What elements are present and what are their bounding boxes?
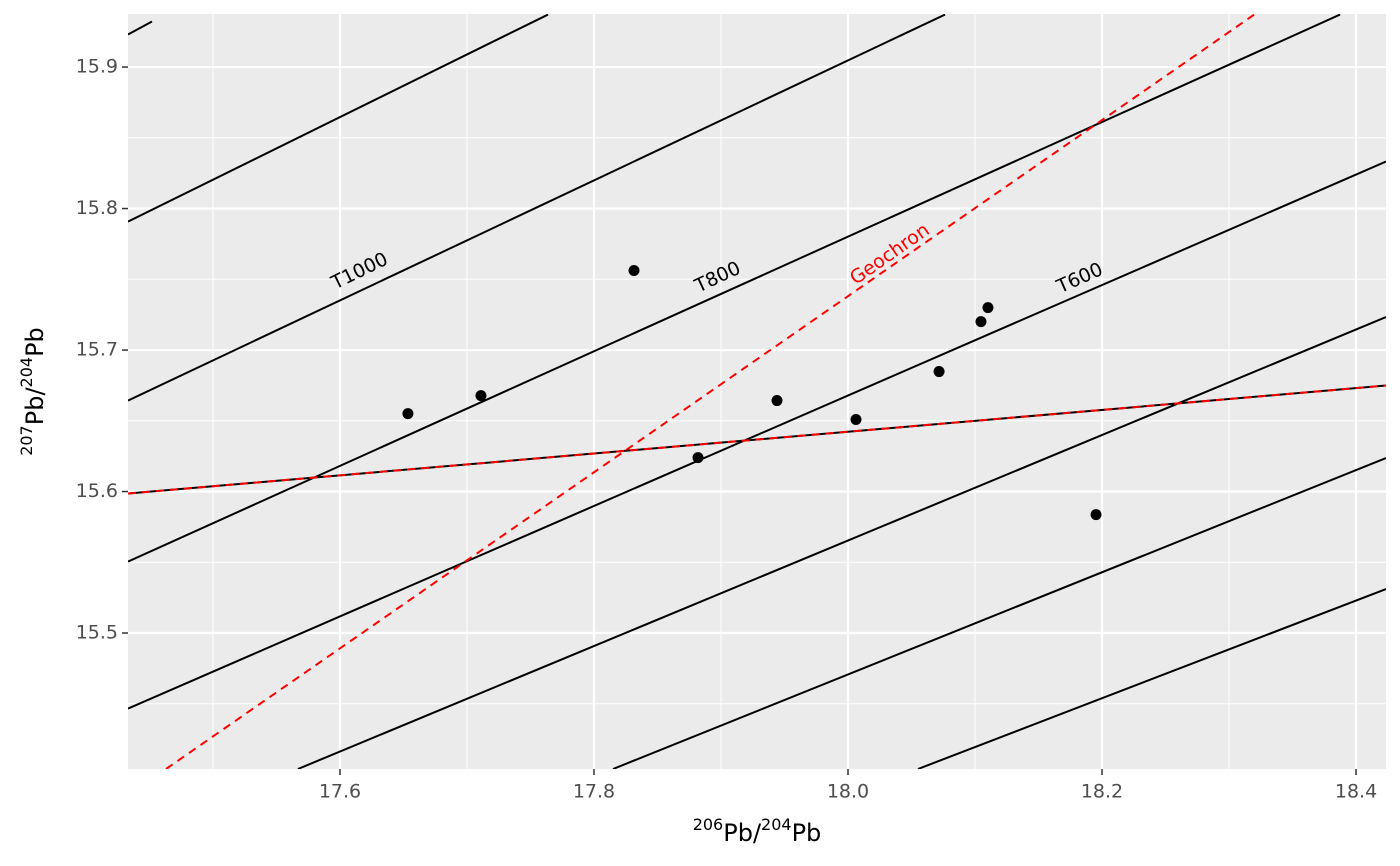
point bbox=[475, 390, 487, 402]
x-tick-label: 18.4 bbox=[1335, 781, 1377, 803]
panel bbox=[128, 14, 1386, 769]
line bbox=[128, 14, 549, 223]
line bbox=[128, 384, 1386, 495]
line bbox=[128, 20, 153, 36]
x-tick-label: 18.2 bbox=[1081, 781, 1123, 803]
y-tick-label: 15.5 bbox=[76, 622, 118, 644]
label-part: Pb/ bbox=[21, 387, 49, 426]
marks bbox=[128, 14, 1386, 769]
label-part: Pb bbox=[792, 819, 822, 847]
x-tick-label: 18.0 bbox=[827, 781, 869, 803]
line bbox=[917, 588, 1386, 769]
point bbox=[692, 452, 704, 464]
line bbox=[297, 316, 1386, 769]
y-tick-label: 15.6 bbox=[76, 480, 118, 502]
point bbox=[850, 414, 862, 426]
line bbox=[128, 14, 1341, 563]
point bbox=[771, 395, 783, 407]
line bbox=[612, 457, 1386, 769]
superscript: 204 bbox=[761, 815, 792, 834]
label-part: Pb/ bbox=[723, 819, 762, 847]
grid bbox=[128, 14, 1386, 769]
y-tick-label: 15.7 bbox=[76, 339, 118, 361]
point bbox=[933, 366, 945, 378]
point bbox=[402, 408, 414, 420]
x-tick-label: 17.6 bbox=[319, 781, 361, 803]
y-axis-title: 207Pb/204Pb bbox=[17, 327, 50, 456]
line bbox=[128, 14, 946, 402]
line bbox=[165, 14, 1256, 769]
label-part: Pb bbox=[21, 327, 49, 357]
point bbox=[628, 265, 640, 277]
superscript: 207 bbox=[17, 425, 36, 456]
point bbox=[1090, 509, 1102, 521]
y-tick-label: 15.8 bbox=[76, 197, 118, 219]
line bbox=[128, 160, 1386, 710]
x-axis-title: 206Pb/204Pb bbox=[693, 815, 822, 848]
point bbox=[982, 302, 994, 314]
x-tick-label: 17.8 bbox=[573, 781, 615, 803]
superscript: 204 bbox=[17, 357, 36, 388]
y-tick-label: 15.9 bbox=[76, 56, 118, 78]
superscript: 206 bbox=[693, 815, 724, 834]
point bbox=[975, 316, 987, 328]
